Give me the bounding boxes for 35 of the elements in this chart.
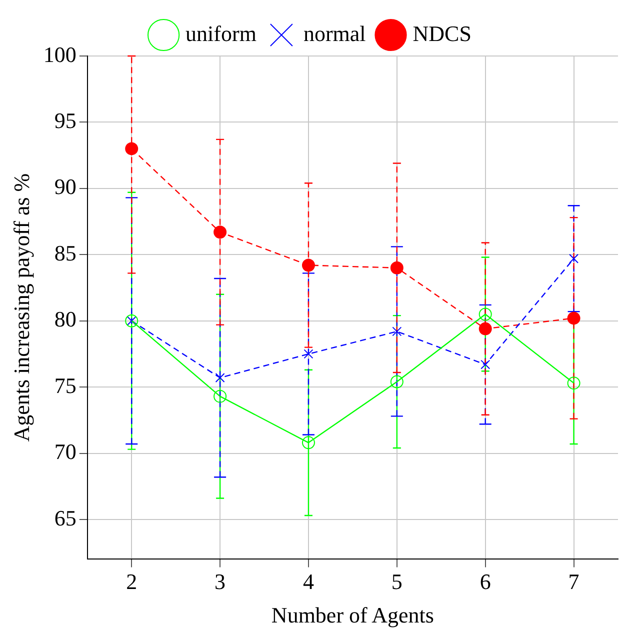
x-tick-label: 5 xyxy=(391,569,402,594)
point xyxy=(125,142,138,156)
y-tick-label: 80 xyxy=(54,306,76,332)
point xyxy=(302,258,315,272)
y-tick-label: 75 xyxy=(54,372,76,398)
point xyxy=(569,254,579,264)
point xyxy=(302,436,315,450)
y-tick-label: 90 xyxy=(54,174,76,200)
point xyxy=(480,360,490,370)
point xyxy=(390,375,404,388)
point xyxy=(567,376,580,390)
point xyxy=(215,373,225,383)
point xyxy=(214,390,227,403)
legend-label: normal xyxy=(303,20,366,46)
legend-label: uniform xyxy=(186,20,256,46)
y-tick-label: 65 xyxy=(54,505,76,530)
point xyxy=(304,349,314,359)
y-tick-label: 100 xyxy=(43,42,76,67)
x-tick-label: 7 xyxy=(568,569,580,594)
y-tick-label: 95 xyxy=(54,108,76,133)
x-tick-label: 6 xyxy=(480,569,491,594)
y-tick-label: 85 xyxy=(54,240,76,266)
y-tick-label: 70 xyxy=(54,439,76,464)
point xyxy=(567,312,580,325)
legend-label: NDCS xyxy=(412,20,472,46)
point xyxy=(478,308,492,321)
point xyxy=(478,322,492,336)
x-tick-label: 2 xyxy=(126,569,138,594)
x-tick-label: 4 xyxy=(302,569,314,594)
point xyxy=(392,326,402,336)
y-axis-title: Agents increasing payoff as % xyxy=(8,173,34,442)
x-axis-title: Number of Agents xyxy=(271,602,434,628)
point xyxy=(390,261,404,274)
x-tick-label: 3 xyxy=(214,569,226,594)
point xyxy=(214,226,227,239)
